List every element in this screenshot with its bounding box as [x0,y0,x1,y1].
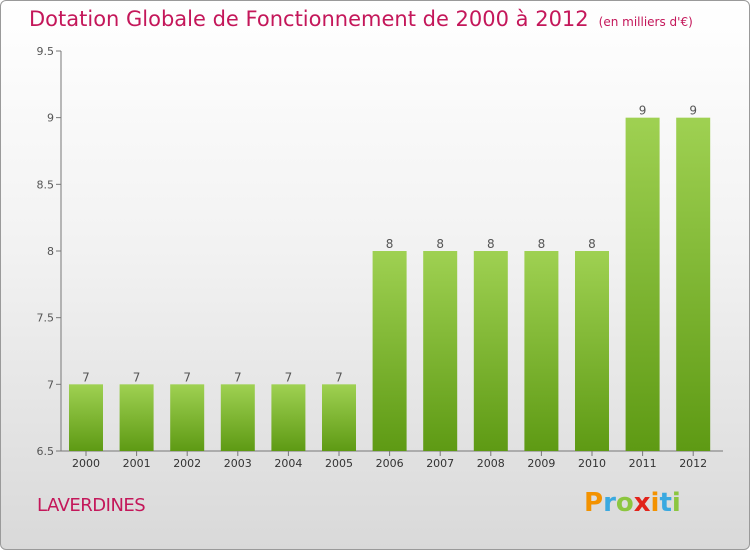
bar [271,384,306,451]
x-tick-label: 2002 [173,457,201,470]
chart-title-text: Dotation Globale de Fonctionnement de 20… [29,7,589,31]
x-tick-label: 2008 [477,457,505,470]
x-tick-label: 2005 [325,457,353,470]
bar [220,384,255,451]
bar [625,117,660,452]
bar [322,384,356,451]
data-label: 7 [285,370,293,384]
logo-letter: t [659,488,672,518]
y-tick-label: 7 [47,378,54,391]
bar [423,251,458,451]
x-tick-label: 2012 [679,457,707,470]
data-label: 9 [639,104,647,118]
logo-letter: i [650,488,660,518]
bar [119,384,154,451]
x-tick-label: 2000 [72,457,100,470]
bar [372,251,407,451]
y-tick-label: 9 [47,112,54,125]
logo-letter: o [615,488,634,518]
bar [524,251,559,451]
data-label: 8 [588,237,596,251]
proxiti-logo: Proxiti [584,488,681,518]
data-label: 8 [487,237,495,251]
y-tick-label: 8 [47,245,54,258]
logo-letter: i [671,488,681,518]
x-tick-label: 2001 [123,457,151,470]
data-label: 8 [538,237,546,251]
x-tick-label: 2010 [578,457,606,470]
y-tick-label: 7.5 [37,312,55,325]
y-tick-label: 9.5 [37,45,55,58]
bar [170,384,205,451]
logo-letter: P [584,488,604,518]
x-tick-label: 2004 [274,457,302,470]
data-label: 7 [183,370,191,384]
x-tick-label: 2007 [426,457,454,470]
y-tick-label: 6.5 [37,445,55,458]
x-tick-label: 2009 [527,457,555,470]
x-tick-label: 2006 [376,457,404,470]
y-tick-label: 8.5 [37,178,55,191]
chart-title: Dotation Globale de Fonctionnement de 20… [29,7,693,31]
data-label: 7 [133,370,141,384]
data-label: 9 [689,104,697,118]
bar [69,384,103,451]
x-tick-label: 2011 [629,457,657,470]
data-label: 7 [234,370,242,384]
data-label: 8 [436,237,444,251]
data-label: 7 [82,370,90,384]
logo-letter: r [603,488,616,518]
logo-letter: x [633,488,651,518]
bar [575,251,609,451]
bar [473,251,508,451]
chart-unit: (en milliers d'€) [598,15,693,29]
data-label: 7 [335,370,343,384]
x-tick-label: 2003 [224,457,252,470]
commune-name: LAVERDINES [37,495,146,516]
data-label: 8 [386,237,394,251]
bar [676,117,711,452]
